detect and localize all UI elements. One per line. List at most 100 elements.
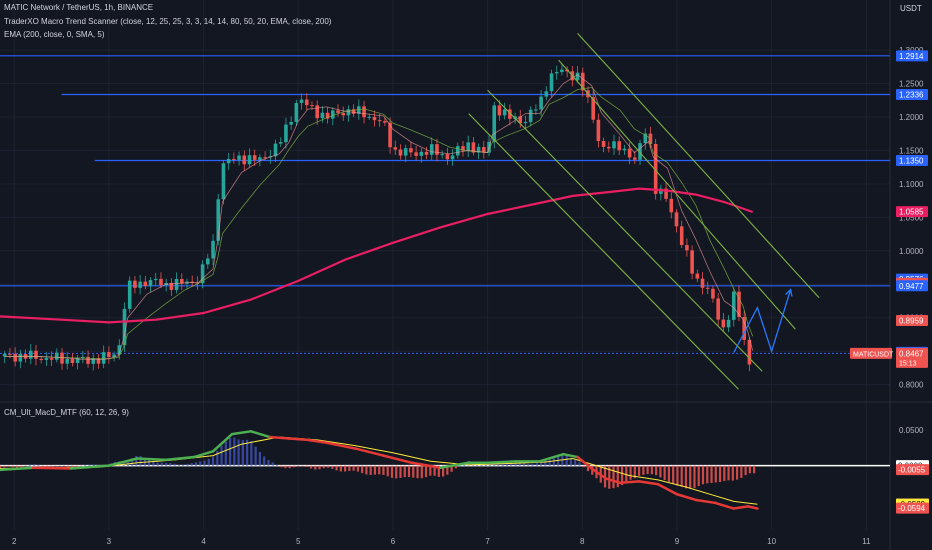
channel-line-3[interactable] (468, 113, 739, 390)
candle-body-124 (648, 133, 653, 144)
candle-body-102 (534, 109, 538, 111)
macd-panel-title[interactable]: CM_Ult_MacD_MTF (60, 12, 26, 9) (4, 408, 129, 417)
candle-body-131 (685, 245, 689, 251)
macd-line-seg-15 (353, 447, 385, 457)
macd-hist-bar-177 (753, 465, 756, 474)
candle-body-70 (367, 116, 372, 118)
channel-line-0[interactable] (577, 32, 820, 299)
candle-body-74 (388, 122, 392, 148)
macd-value-label-bg-4 (896, 502, 929, 514)
candle-body-45 (237, 155, 241, 160)
macd-hist-bar-85 (361, 465, 364, 474)
candle-body-42 (221, 163, 226, 200)
macd-y-tick-label-0: 0.0500 (899, 426, 924, 435)
macd-hist-bar-45 (190, 463, 193, 466)
x-tick-label-0: 2 (12, 537, 17, 546)
channel-line-1[interactable] (558, 59, 796, 330)
candle-body-84 (440, 154, 444, 156)
macd-hist-bar-105 (446, 465, 449, 475)
candle-body-20 (107, 352, 111, 358)
macd-hist-bar-89 (378, 465, 381, 475)
candle-body-25 (133, 280, 137, 288)
candle-body-44 (232, 158, 236, 160)
candle-body-81 (424, 151, 429, 155)
projection-path[interactable] (733, 289, 792, 354)
price-label-bg-0 (896, 50, 928, 62)
macd-hist-bar-42 (177, 464, 181, 466)
macd-hist-bar-63 (267, 459, 270, 466)
macd-hist-bar-124 (527, 463, 530, 466)
macd-hist-bar-106 (450, 465, 453, 472)
macd-hist-bar-8 (32, 464, 36, 466)
macd-hist-bar-125 (531, 463, 534, 466)
candle-body-43 (226, 158, 231, 164)
macd-hist-bar-100 (424, 465, 428, 478)
horizontal-levels[interactable] (0, 55, 890, 354)
channel-line-2[interactable] (487, 89, 763, 372)
y-tick-label-8: 1.2000 (899, 113, 924, 122)
candle-body-50 (263, 157, 267, 159)
indicator-legend-traderxo[interactable]: TraderXO Macro Trend Scanner (close, 12,… (4, 17, 332, 26)
macd-hist-bar-52 (220, 445, 223, 466)
slow-trend-line (4, 87, 754, 360)
channel-drawings[interactable] (468, 32, 820, 390)
macd-line-seg-27 (618, 480, 641, 485)
macd-hist-bar-53 (224, 441, 227, 466)
macd-line-seg-2 (31, 466, 73, 470)
macd-line-seg-5 (136, 457, 167, 462)
candle-body-118 (617, 141, 622, 151)
candle-body-104 (544, 91, 549, 97)
candle-body-32 (169, 282, 174, 291)
candle-body-123 (643, 133, 648, 144)
candle-body-130 (679, 226, 684, 246)
macd-hist-bar-155 (659, 465, 662, 478)
candle-body-133 (695, 273, 700, 279)
candle-body-52 (273, 143, 278, 157)
candle-body-12 (65, 358, 70, 364)
y-tick-label-0: 0.8000 (899, 381, 924, 390)
macd-line-seg-12 (287, 437, 309, 442)
macd-hist-bar-98 (416, 465, 419, 479)
macd-hist-bar-167 (710, 465, 713, 483)
macd-hist-bar-4 (15, 465, 19, 468)
candle-body-28 (148, 280, 153, 287)
candle-body-107 (560, 69, 564, 73)
macd-hist-bar-48 (203, 460, 206, 466)
macd-hist-bar-12 (50, 465, 53, 467)
macd-hist-bar-39 (165, 463, 168, 466)
candle-body-56 (294, 102, 299, 122)
macd-hist-bar-57 (241, 440, 244, 466)
macd-line-seg-22 (538, 452, 565, 463)
macd-hist-bar-9 (37, 464, 40, 466)
macd-hist-bar-34 (143, 457, 146, 466)
macd-hist-bar-86 (365, 465, 368, 475)
macd-hist-bar-79 (335, 465, 338, 471)
macd-hist-bar-118 (501, 463, 504, 466)
candle-body-9 (49, 358, 54, 360)
macd-hist-bar-149 (633, 465, 636, 479)
macd-hist-bar-70 (297, 465, 300, 467)
candle-body-46 (242, 155, 247, 165)
macd-hist-bar-10 (41, 465, 44, 467)
indicator-lines (0, 74, 754, 361)
price-label-bg-2 (896, 154, 928, 166)
candle-body-82 (429, 144, 434, 155)
candle-body-58 (304, 99, 309, 106)
macd-hist-bar-153 (650, 465, 653, 475)
candle-body-77 (403, 148, 408, 156)
y-tick-label-7: 1.1500 (899, 146, 924, 155)
candle-body-57 (299, 99, 304, 103)
macd-hist-bar-172 (731, 465, 734, 481)
macd-hist-bar-151 (642, 465, 645, 475)
indicator-legend-ema[interactable]: EMA (200, close, 0, SMA, 5) (4, 30, 105, 39)
macd-hist-bar-16 (67, 465, 70, 468)
x-tick-label-8: 10 (767, 537, 776, 546)
macd-hist-bar-90 (382, 465, 385, 475)
candle-body-122 (638, 143, 642, 160)
x-tick-label-4: 6 (391, 537, 396, 546)
candle-body-11 (60, 352, 64, 364)
candle-body-53 (278, 142, 283, 144)
macd-hist-bar-104 (442, 465, 445, 477)
candle-body-78 (409, 148, 413, 153)
